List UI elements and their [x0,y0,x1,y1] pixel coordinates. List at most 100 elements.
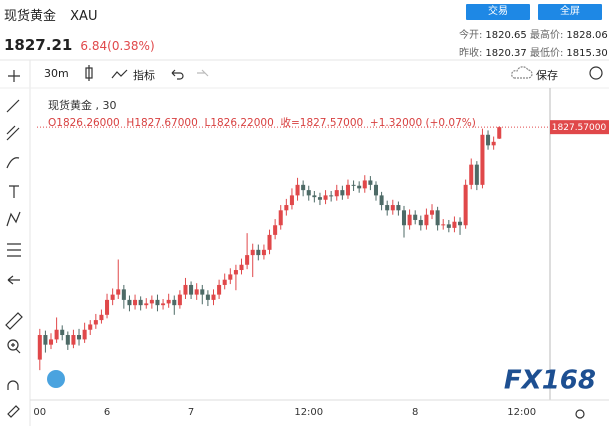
candle-body [396,205,401,211]
legend-close: 收=1827.57000 [280,117,364,129]
candle-body [407,214,412,226]
indicators[interactable]: 指标 [133,69,155,82]
indicator-icon[interactable] [111,69,128,79]
candle-body [334,190,339,197]
x-tick-label: 12:00 [507,407,536,418]
candle-body [250,249,255,256]
candle-body [429,210,435,215]
candle-body [385,205,390,211]
candle-body [183,284,188,295]
candle-body [133,299,138,306]
stat: 最高价: 1828.06 [530,26,608,41]
candle-body [474,164,479,185]
candle-body [161,303,166,306]
line-icon[interactable] [6,99,20,113]
candle-body [261,249,266,256]
x-tick-label: 7 [188,407,194,418]
trade-button[interactable]: 交易 [466,4,530,20]
candle-body [177,294,182,306]
watermark: FX168 [504,366,596,396]
candle-body [452,221,457,228]
legend-high: H1827.67000 [126,117,198,129]
candle-body [458,221,463,226]
candle-body [88,324,93,330]
undo-icon[interactable] [171,69,184,80]
candle-body [368,180,373,185]
candle-body [233,270,238,275]
zoom-icon[interactable] [11,343,21,354]
stat: 昨收: 1820.37 [459,44,527,59]
stat-label: 今开: [459,30,483,41]
candle-body [491,141,496,146]
candle-body [284,205,289,211]
stat: 最低价: 1815.30 [530,44,608,59]
candle-body [99,314,104,321]
settings-icon[interactable] [575,409,585,419]
pattern-icon[interactable] [6,211,21,227]
arrow-icon[interactable] [7,275,20,285]
candle-body [121,289,126,300]
candle-body [435,210,440,226]
ruler-icon[interactable] [5,312,23,330]
candle-body [401,210,407,226]
candle-body [373,184,379,196]
candle-body [357,185,362,189]
legend-ohlc: O1826.26000 H1827.67000 L1826.22000 收=18… [48,115,476,130]
stat-label: 最高价: [530,30,564,41]
candle-body [217,284,222,295]
candle-body [77,335,82,340]
candle-body [155,299,160,306]
last-price: 1827.21 [4,36,73,54]
candle-body [418,219,423,226]
price-change: 6.84(0.38%) [80,39,155,53]
candle-body [323,195,328,200]
candle-body [306,190,311,196]
redo-icon[interactable] [197,69,209,77]
candle-body [267,234,272,250]
legend-low: L1826.22000 [204,117,274,129]
candle-body [37,335,42,360]
brush-icon[interactable] [6,157,20,169]
lock-icon[interactable] [7,405,20,418]
candle-body [239,264,244,271]
stat-value: 1820.37 [485,48,527,59]
logo [47,370,65,388]
stat-label: 昨收: [459,48,483,59]
candle-body [222,279,227,285]
stat-value: 1828.06 [566,30,608,41]
instrument-name: 现货黄金 [4,9,57,24]
save[interactable]: 保存 [536,69,558,82]
magnet-icon[interactable] [7,380,19,390]
candle-body [278,210,283,226]
candle-body [469,164,474,185]
candle-body [138,299,143,306]
candle-body [390,205,395,211]
instrument-symbol: XAU [70,9,98,24]
legend-open: O1826.26000 [48,117,120,129]
fullscreen-button[interactable]: 全屏 [538,4,602,20]
text-icon[interactable] [9,185,19,198]
candle-body [54,329,59,340]
zoom-icon[interactable] [7,339,19,351]
interval[interactable]: 30m [44,67,69,80]
drawing-tools [5,65,603,419]
candle-body [149,299,154,304]
crosshair-icon[interactable] [8,70,20,82]
candle-body [82,329,87,340]
x-tick-label: 8 [412,407,418,418]
candle-body [329,195,334,197]
candle-body [166,299,171,304]
candle-body [413,214,418,220]
candle-body [362,180,367,189]
cloud-icon[interactable] [511,66,533,79]
candle-body [301,184,306,191]
candle-body [317,197,322,200]
channel-icon[interactable] [6,125,20,141]
fib-icon[interactable] [7,243,21,257]
legend-title: 现货黄金 , 30 [48,99,117,112]
candle-body [200,289,205,295]
candle-body [480,134,485,185]
camera-icon[interactable] [589,66,603,80]
